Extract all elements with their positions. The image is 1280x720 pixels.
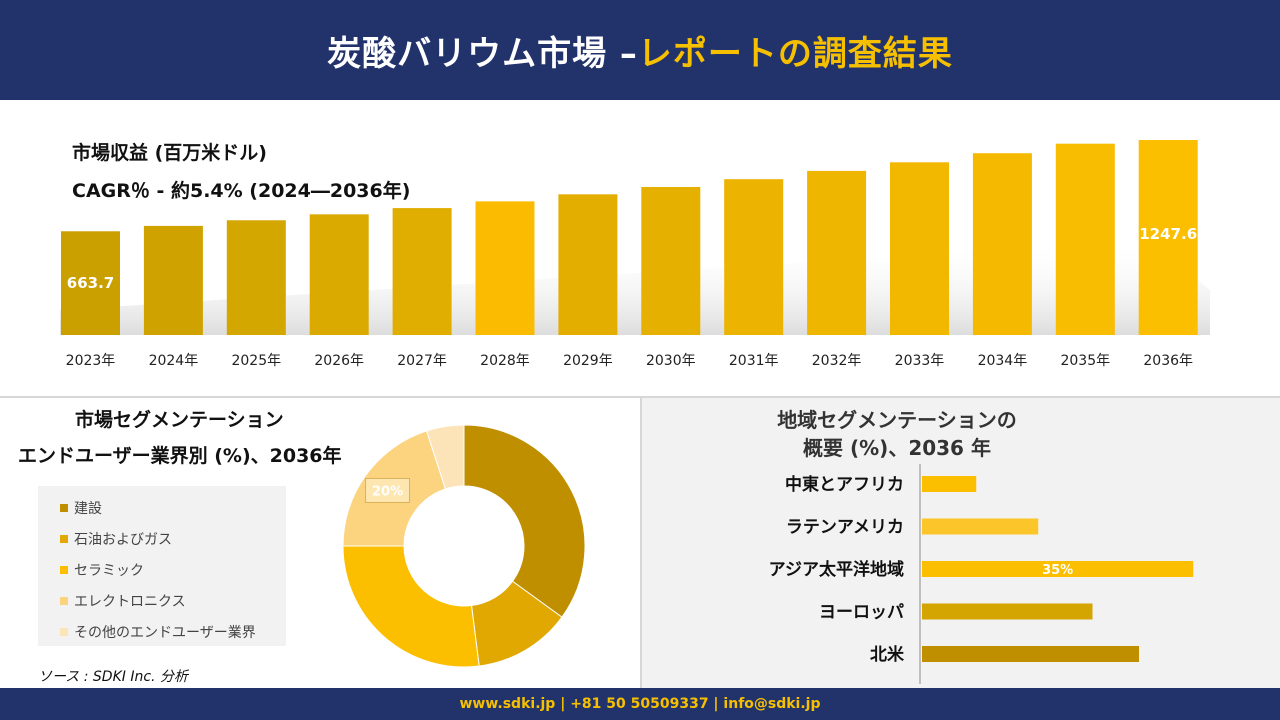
revenue-bar (641, 186, 701, 335)
year-tick-label: 2036年 (1143, 353, 1193, 369)
bar-data-label: 1247.6 (1139, 225, 1197, 243)
donut-slice (425, 424, 465, 490)
legend-item: その他のエンドユーザー業界 (60, 616, 286, 647)
year-tick-label: 2029年 (563, 353, 613, 369)
revenue-bar (309, 214, 369, 335)
year-tick-label: 2030年 (646, 353, 696, 369)
legend-label: 建設 (74, 500, 102, 517)
footer-banner: www.sdki.jp | +81 50 50509337 | info@sdk… (0, 688, 1280, 720)
year-tick-label: 2023年 (66, 353, 116, 369)
revenue-bar (475, 201, 535, 335)
revenue-bar (890, 162, 949, 335)
revenue-bar (1055, 143, 1115, 335)
legend-swatch (60, 596, 68, 605)
revenue-bar (972, 153, 1032, 335)
header-banner: 炭酸バリウム市場 –レポートの調査結果 (0, 0, 1280, 100)
revenue-bar (807, 170, 867, 335)
legend-item: 石油およびガス (60, 523, 286, 554)
donut-slice (342, 545, 480, 668)
year-tick-label: 2034年 (978, 353, 1028, 369)
region-bar (922, 646, 1139, 662)
title-main: 炭酸バリウム市場 – (327, 33, 638, 74)
region-title-2: 概要 (%)、2036 年 (803, 436, 991, 460)
revenue-bar (226, 220, 286, 335)
year-tick-label: 2035年 (1060, 353, 1110, 369)
region-title-1: 地域セグメンテーションの (777, 408, 1017, 432)
footer-contact: www.sdki.jp | +81 50 50509337 | info@sdk… (459, 696, 821, 712)
region-label: ヨーロッパ (819, 603, 904, 623)
region-label: 中東とアフリカ (785, 474, 904, 495)
revenue-bar (61, 231, 120, 335)
year-tick-label: 2032年 (812, 353, 862, 369)
title-accent: レポートの調査結果 (637, 33, 953, 74)
region-bar (922, 518, 1039, 535)
revenue-chart-title: 市場収益 (百万米ドル) (72, 142, 267, 164)
donut-legend: 建設石油およびガス セラミックエレクトロニクスその他のエンドユーザー業界 (38, 486, 286, 646)
year-tick-label: 2028年 (480, 353, 530, 369)
legend-item: エレクトロニクス (60, 585, 286, 616)
segment-title-2: エンドユーザー業界別 (%)、2036年 (18, 445, 342, 467)
legend-swatch (60, 627, 68, 636)
page-title: 炭酸バリウム市場 –レポートの調査結果 (327, 26, 953, 75)
end-user-donut-chart: 20% (342, 424, 586, 668)
legend-item: 建設 (60, 492, 286, 523)
legend-label: 石油およびガス (74, 531, 172, 548)
donut-slice (463, 424, 586, 618)
region-label: アジア太平洋地域 (769, 559, 904, 580)
revenue-bar (724, 179, 784, 335)
year-tick-label: 2025年 (231, 353, 281, 369)
cagr-label: CAGR％ - 約5.4% (2024―2036年) (72, 180, 411, 202)
legend-label: セラミック (74, 562, 144, 579)
year-tick-label: 2024年 (149, 353, 199, 369)
year-tick-label: 2031年 (729, 353, 779, 369)
source-note: ソース : SDKI Inc. 分析 (38, 669, 188, 685)
legend-label: エレクトロニクス (74, 593, 186, 610)
section-divider (0, 396, 1280, 398)
region-bar (922, 476, 977, 492)
region-label: ラテンアメリカ (786, 518, 904, 538)
legend-swatch (60, 503, 68, 512)
legend-swatch (60, 534, 68, 543)
region-panel (642, 398, 1280, 688)
legend-label: その他のエンドユーザー業界 (74, 624, 256, 641)
revenue-bar (143, 225, 203, 335)
year-tick-label: 2033年 (895, 353, 945, 369)
year-tick-label: 2027年 (397, 353, 447, 369)
revenue-bar (392, 208, 452, 335)
year-tick-label: 2026年 (314, 353, 364, 369)
legend-item: セラミック (60, 554, 286, 585)
legend-swatch (60, 565, 68, 574)
region-bar (922, 603, 1093, 620)
donut-data-label: 20% (372, 484, 403, 499)
donut-label-box (365, 477, 411, 503)
revenue-bar-chart: 2023年 663.7 2024年 2025年 2026年 2027年 2028年 2029年… (60, 140, 1210, 369)
revenue-bar (1138, 140, 1198, 335)
region-bar (922, 561, 1194, 577)
bar-data-label: 663.7 (67, 274, 114, 292)
region-label: 北米 (870, 644, 905, 665)
section-divider-vertical (640, 398, 642, 688)
segment-title-1: 市場セグメンテーション (75, 409, 284, 431)
revenue-bar (558, 194, 618, 335)
region-data-label: 35% (1042, 563, 1073, 578)
